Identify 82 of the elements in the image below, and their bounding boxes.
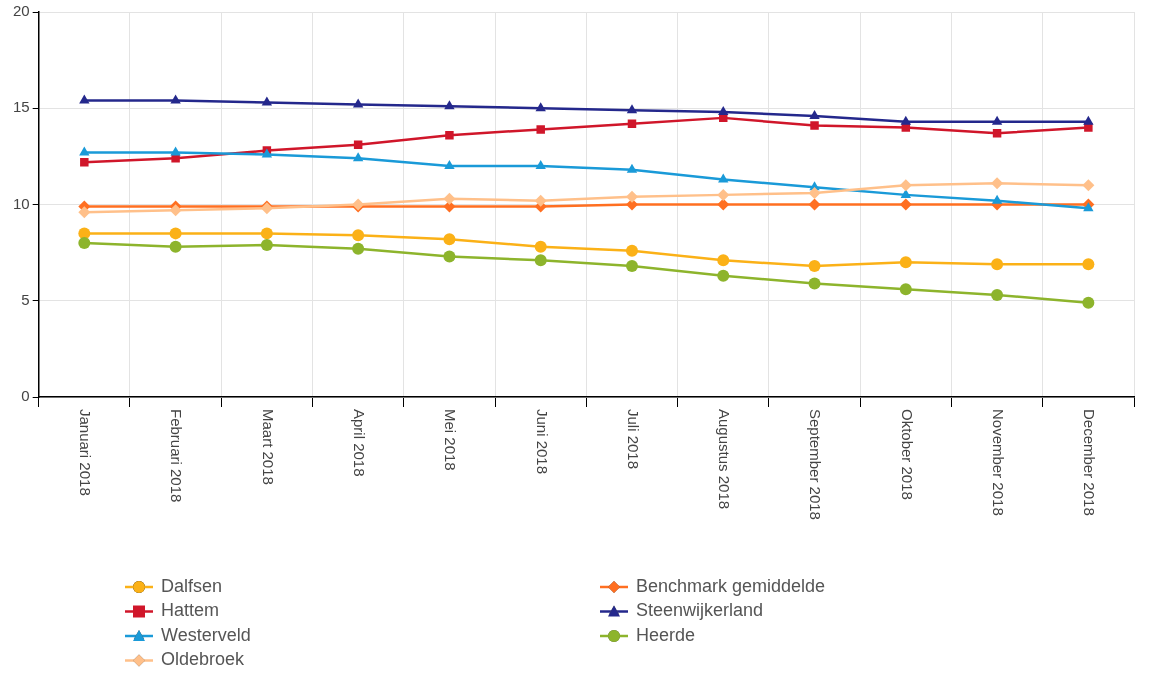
point	[536, 125, 545, 134]
point	[534, 254, 547, 267]
point	[991, 115, 1003, 125]
point	[899, 256, 912, 269]
legend-label: Heerde	[636, 624, 696, 645]
point	[443, 250, 456, 263]
y-tick-label: 15	[13, 98, 30, 116]
point	[169, 240, 182, 253]
y-tick-label: 5	[21, 290, 30, 308]
legend-label: Oldebroek	[161, 649, 246, 670]
legend-label: Hattem	[161, 600, 220, 621]
point	[900, 115, 912, 125]
point	[170, 146, 181, 156]
point	[78, 206, 91, 219]
point	[717, 254, 730, 267]
point	[352, 229, 365, 242]
legend-label: Dalfsen	[161, 575, 223, 596]
legend-label: Benchmark gemiddelde	[636, 575, 826, 596]
x-tick-label: Juni 2018	[533, 409, 551, 475]
x-tick-label: November 2018	[989, 409, 1007, 516]
point	[717, 188, 730, 201]
x-tick-label: Maart 2018	[259, 409, 277, 485]
point	[1082, 258, 1095, 271]
point	[991, 194, 1003, 204]
point	[534, 194, 547, 207]
point	[1082, 296, 1095, 309]
point	[717, 198, 730, 211]
point	[810, 121, 819, 130]
point	[443, 192, 456, 205]
x-tick-label: Juli 2018	[624, 409, 642, 470]
point	[992, 129, 1002, 138]
point	[352, 98, 364, 108]
point	[808, 277, 821, 290]
point	[352, 152, 364, 162]
point	[260, 227, 273, 240]
point	[260, 238, 273, 251]
point	[808, 260, 821, 273]
x-tick-label: Januari 2018	[77, 409, 95, 496]
point	[626, 163, 638, 173]
point	[1083, 115, 1094, 125]
x-tick-label: Mei 2018	[442, 409, 460, 471]
point	[899, 198, 912, 211]
point	[625, 244, 638, 257]
point	[808, 198, 821, 211]
y-tick-label: 20	[13, 2, 30, 20]
legend-label: Westerveld	[161, 624, 251, 645]
point	[808, 186, 821, 199]
point	[443, 233, 456, 246]
point	[991, 258, 1004, 271]
x-tick-label: September 2018	[807, 409, 825, 520]
point	[79, 94, 90, 104]
point	[79, 146, 90, 156]
point	[445, 130, 454, 140]
point	[899, 283, 912, 296]
point	[444, 160, 455, 169]
point	[625, 260, 638, 273]
point	[717, 269, 730, 282]
y-tick-label: 10	[13, 194, 30, 212]
point	[626, 104, 638, 114]
point	[534, 240, 547, 253]
point	[991, 288, 1004, 301]
point	[809, 109, 820, 119]
point	[535, 102, 546, 112]
point	[899, 179, 912, 192]
x-tick-label: December 2018	[1081, 409, 1099, 516]
x-tick-label: Oktober 2018	[898, 409, 916, 500]
x-tick-label: Februari 2018	[168, 409, 186, 503]
x-tick-label: Augustus 2018	[716, 409, 734, 510]
point	[80, 157, 89, 167]
point	[169, 227, 182, 240]
point	[535, 160, 546, 169]
point	[352, 242, 365, 255]
point	[718, 106, 729, 116]
point	[78, 237, 91, 249]
point	[169, 204, 182, 217]
x-tick-label: April 2018	[351, 409, 369, 477]
point	[170, 94, 181, 104]
point	[1082, 179, 1095, 192]
point	[444, 100, 455, 110]
legend-label: Steenwijkerland	[636, 600, 764, 621]
y-tick-label: 0	[21, 387, 30, 405]
point	[627, 119, 637, 128]
